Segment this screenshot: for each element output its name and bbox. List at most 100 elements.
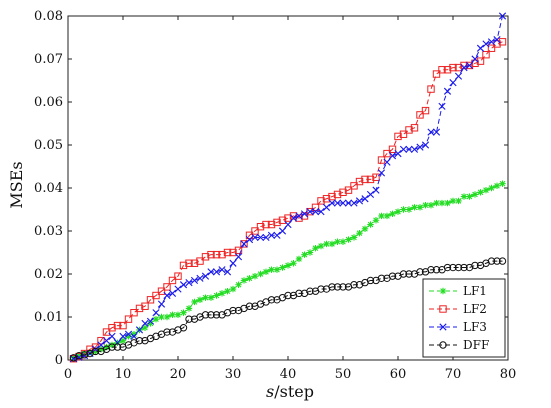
data-point-lf3 <box>262 233 270 242</box>
data-point-lf1 <box>207 294 215 301</box>
data-point-lf1 <box>279 264 286 271</box>
data-point-lf3 <box>350 199 358 207</box>
y-tick-label: 0.04 <box>34 181 63 196</box>
data-point-lf3 <box>201 272 210 280</box>
legend-marker <box>439 305 447 313</box>
data-point-lf2 <box>185 259 193 267</box>
data-point-lf1 <box>290 260 297 267</box>
data-point-lf2 <box>278 216 287 224</box>
data-point-lf2 <box>350 182 358 190</box>
data-point-lf2 <box>168 276 177 285</box>
data-point-lf1 <box>339 238 347 245</box>
data-point-lf3 <box>372 186 380 194</box>
data-point-lf3 <box>416 143 424 151</box>
data-point-dff <box>487 257 496 265</box>
data-point-lf1 <box>119 337 127 344</box>
data-point-lf2 <box>317 197 325 205</box>
data-point-lf3 <box>229 259 237 267</box>
series-lf1 <box>70 180 506 362</box>
data-point-dff <box>388 272 397 280</box>
data-point-lf2 <box>135 304 144 313</box>
data-point-lf1 <box>306 249 314 256</box>
data-point-lf2 <box>410 124 419 132</box>
data-point-lf2 <box>322 195 331 203</box>
data-point-lf3 <box>223 268 232 276</box>
data-point-lf2 <box>267 220 276 229</box>
data-point-lf3 <box>234 253 243 261</box>
data-point-lf1 <box>372 217 380 224</box>
data-point-lf2 <box>146 296 155 304</box>
data-point-lf3 <box>344 199 353 207</box>
series-line-lf2 <box>73 41 503 360</box>
x-tick-label: 10 <box>115 367 132 382</box>
data-point-lf1 <box>103 343 110 351</box>
data-point-lf2 <box>218 250 226 259</box>
data-point-lf2 <box>234 246 243 255</box>
data-point-dff <box>366 276 375 285</box>
data-point-lf3 <box>432 128 441 136</box>
data-point-lf1 <box>141 324 149 331</box>
data-point-lf1 <box>169 311 176 319</box>
series-lf2 <box>69 38 507 363</box>
data-point-lf1 <box>411 204 418 211</box>
data-point-lf1 <box>317 242 325 250</box>
data-point-lf3 <box>207 268 215 276</box>
data-point-lf3 <box>427 128 435 136</box>
data-point-lf3 <box>449 79 457 87</box>
data-point-lf1 <box>163 313 171 321</box>
data-point-lf1 <box>400 206 407 213</box>
data-point-lf1 <box>284 262 292 269</box>
data-point-lf1 <box>229 285 237 293</box>
data-point-dff <box>333 283 342 291</box>
data-point-dff <box>212 311 221 319</box>
data-point-lf3 <box>108 332 116 340</box>
data-point-lf1 <box>262 268 270 276</box>
data-point-lf1 <box>295 255 303 263</box>
data-point-lf2 <box>344 186 353 194</box>
data-point-lf3 <box>471 55 479 63</box>
data-point-lf2 <box>328 192 336 201</box>
data-point-lf1 <box>328 240 336 248</box>
data-point-lf2 <box>443 66 452 74</box>
data-point-lf2 <box>212 250 221 259</box>
data-point-lf2 <box>196 257 204 265</box>
data-point-lf1 <box>488 184 495 192</box>
data-point-lf3 <box>168 289 177 297</box>
data-point-lf2 <box>284 214 292 222</box>
data-point-lf2 <box>130 309 138 317</box>
data-point-dff <box>449 263 457 272</box>
data-point-lf3 <box>130 332 138 340</box>
data-point-lf2 <box>152 291 160 300</box>
data-point-lf1 <box>152 315 160 323</box>
data-point-lf3 <box>339 199 347 207</box>
data-point-lf1 <box>350 234 358 241</box>
legend-marker <box>439 341 447 349</box>
data-point-lf3 <box>322 203 331 211</box>
data-point-lf1 <box>92 348 99 355</box>
data-point-lf2 <box>256 223 265 231</box>
data-point-lf2 <box>460 61 468 70</box>
data-point-lf3 <box>267 231 276 239</box>
x-tick-label: 80 <box>500 367 517 382</box>
data-point-lf1 <box>312 245 319 252</box>
data-point-lf2 <box>207 250 215 259</box>
data-point-lf3 <box>157 300 166 308</box>
data-point-lf1 <box>257 270 264 278</box>
data-point-lf2 <box>449 63 457 72</box>
data-point-lf3 <box>256 233 265 242</box>
data-point-lf3 <box>185 279 193 287</box>
data-point-lf3 <box>383 158 391 166</box>
data-point-lf2 <box>108 324 116 332</box>
data-point-lf3 <box>388 152 397 160</box>
y-tick-label: 0.03 <box>34 224 63 239</box>
legend-entry-lf3: LF3 <box>429 320 487 334</box>
data-point-lf2 <box>438 66 446 74</box>
legend-label: LF1 <box>463 284 487 298</box>
y-tick-label: 0.01 <box>34 310 63 325</box>
data-point-dff <box>135 336 144 345</box>
legend-label: LF2 <box>463 302 487 316</box>
data-point-lf3 <box>146 317 155 325</box>
data-point-dff <box>75 352 83 360</box>
legend-label: LF3 <box>463 320 487 334</box>
data-point-lf3 <box>273 231 281 239</box>
